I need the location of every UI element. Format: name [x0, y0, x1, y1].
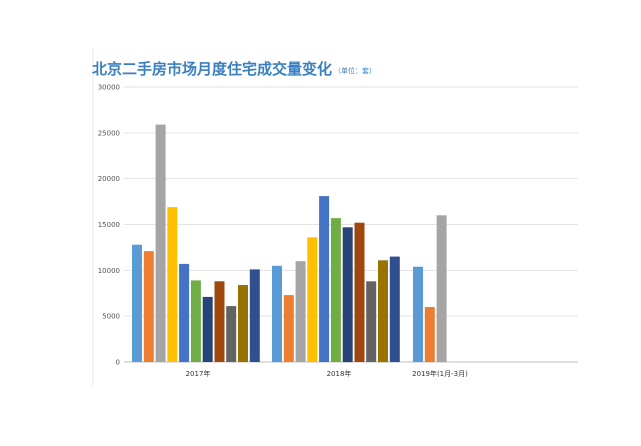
bar-1-7: [202, 296, 213, 362]
bar-2-9: [366, 281, 377, 362]
bar-1-5: [179, 263, 190, 362]
y-tick-label: 0: [116, 359, 120, 367]
bar-2-7: [342, 227, 353, 363]
bar-1-6: [190, 280, 201, 362]
bar-1-10: [238, 285, 248, 362]
bar-1-9: [226, 306, 237, 362]
y-tick-label: 20000: [98, 175, 120, 183]
bar-1-4: [167, 207, 178, 362]
x-category-label: 2018年: [327, 369, 352, 378]
y-tick-label: 5000: [102, 313, 120, 321]
bar-2-5: [319, 196, 330, 362]
bar-2-2: [283, 295, 294, 362]
x-category-label: 2017年: [186, 369, 211, 378]
bar-2-1: [272, 265, 282, 363]
bar-1-11: [249, 269, 260, 362]
bar-1-2: [143, 251, 154, 362]
bar-3-2: [424, 307, 435, 362]
bar-2-3: [295, 261, 306, 362]
x-category-label: 2019年(1月-3月): [412, 369, 468, 378]
y-tick-label: 15000: [98, 221, 120, 229]
bar-2-11: [389, 256, 400, 362]
bar-1-8: [214, 281, 225, 362]
bar-1-1: [132, 244, 142, 362]
bar-3-1: [413, 266, 423, 362]
bar-3-3: [436, 215, 447, 362]
y-tick-label: 10000: [98, 267, 120, 275]
chart-unit-label: （单位：套）: [334, 66, 376, 75]
y-axis-ticks: 0 5000 10000 15000 20000 25000 30000: [98, 84, 120, 367]
chart-title: 北京二手房市场月度住宅成交量变化: [92, 60, 332, 78]
y-tick-label: 30000: [98, 84, 120, 92]
bar-2-10: [378, 260, 388, 363]
bar-2-6: [330, 218, 341, 362]
bars: [132, 124, 447, 363]
x-axis-categories: 2017年 2018年 2019年(1月-3月): [186, 369, 469, 378]
bar-2-8: [354, 222, 365, 362]
y-tick-label: 25000: [98, 129, 120, 137]
bar-2-4: [307, 237, 318, 362]
bar-1-3: [155, 124, 166, 362]
